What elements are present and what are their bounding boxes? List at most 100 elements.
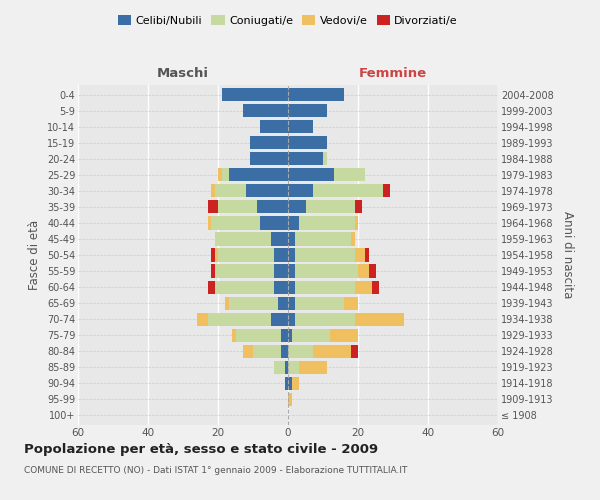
Bar (218, 168, 221, 181)
Bar (197, 312, 208, 326)
Bar (229, 296, 277, 310)
Bar (242, 104, 288, 117)
Bar (288, 136, 326, 149)
Bar (288, 88, 344, 101)
Bar (365, 248, 368, 262)
Bar (288, 248, 295, 262)
Bar (295, 296, 344, 310)
Bar (260, 216, 288, 230)
Bar (323, 152, 326, 166)
Bar (288, 376, 292, 390)
Bar (215, 184, 246, 198)
Bar (344, 296, 358, 310)
Bar (299, 216, 355, 230)
Bar (292, 328, 330, 342)
Bar (295, 232, 351, 245)
Bar (288, 360, 299, 374)
Bar (351, 344, 358, 358)
Bar (288, 232, 295, 245)
Text: Popolazione per età, sesso e stato civile - 2009: Popolazione per età, sesso e stato civil… (24, 442, 378, 456)
Bar (235, 328, 281, 342)
Bar (211, 264, 215, 278)
Bar (277, 296, 288, 310)
Bar (281, 328, 288, 342)
Bar (274, 360, 284, 374)
Bar (355, 248, 365, 262)
Bar (274, 280, 288, 293)
Bar (215, 264, 274, 278)
Bar (355, 216, 358, 230)
Bar (246, 184, 288, 198)
Bar (250, 152, 288, 166)
Bar (274, 248, 288, 262)
Bar (284, 360, 288, 374)
Bar (208, 280, 215, 293)
Bar (211, 184, 215, 198)
Bar (215, 280, 274, 293)
Bar (257, 200, 288, 213)
Bar (253, 344, 281, 358)
Bar (351, 232, 355, 245)
Bar (288, 152, 323, 166)
Bar (288, 120, 313, 134)
Bar (299, 360, 326, 374)
Y-axis label: Fasce di età: Fasce di età (28, 220, 41, 290)
Bar (372, 280, 379, 293)
Bar (260, 120, 288, 134)
Bar (271, 232, 288, 245)
Bar (334, 168, 365, 181)
Bar (313, 184, 383, 198)
Bar (288, 328, 292, 342)
Bar (313, 344, 351, 358)
Bar (355, 200, 361, 213)
Bar (208, 216, 211, 230)
Bar (288, 104, 326, 117)
Bar (208, 200, 218, 213)
Bar (225, 296, 229, 310)
Bar (208, 312, 271, 326)
Bar (288, 168, 334, 181)
Bar (218, 200, 257, 213)
Bar (221, 168, 229, 181)
Bar (330, 328, 358, 342)
Bar (215, 248, 218, 262)
Bar (221, 88, 288, 101)
Bar (274, 264, 288, 278)
Bar (305, 200, 355, 213)
Bar (383, 184, 389, 198)
Bar (295, 248, 355, 262)
Bar (288, 280, 295, 293)
Bar (211, 216, 260, 230)
Bar (284, 376, 288, 390)
Bar (288, 200, 305, 213)
Bar (288, 184, 313, 198)
Bar (288, 216, 299, 230)
Bar (295, 312, 355, 326)
Bar (288, 312, 295, 326)
Bar (288, 344, 313, 358)
Bar (292, 376, 299, 390)
Text: Femmine: Femmine (359, 67, 427, 80)
Bar (288, 393, 292, 406)
Bar (281, 344, 288, 358)
Legend: Celibi/Nubili, Coniugati/e, Vedovi/e, Divorziati/e: Celibi/Nubili, Coniugati/e, Vedovi/e, Di… (113, 10, 463, 30)
Text: COMUNE DI RECETTO (NO) - Dati ISTAT 1° gennaio 2009 - Elaborazione TUTTITALIA.IT: COMUNE DI RECETTO (NO) - Dati ISTAT 1° g… (24, 466, 407, 475)
Y-axis label: Anni di nascita: Anni di nascita (562, 212, 574, 298)
Bar (295, 280, 355, 293)
Bar (211, 248, 215, 262)
Bar (368, 264, 376, 278)
Bar (242, 344, 253, 358)
Bar (229, 168, 288, 181)
Bar (271, 312, 288, 326)
Bar (358, 264, 368, 278)
Bar (288, 264, 295, 278)
Bar (355, 280, 372, 293)
Bar (355, 312, 404, 326)
Bar (288, 296, 295, 310)
Bar (232, 328, 235, 342)
Bar (295, 264, 358, 278)
Bar (218, 248, 274, 262)
Bar (215, 232, 271, 245)
Bar (250, 136, 288, 149)
Text: Maschi: Maschi (157, 67, 209, 80)
